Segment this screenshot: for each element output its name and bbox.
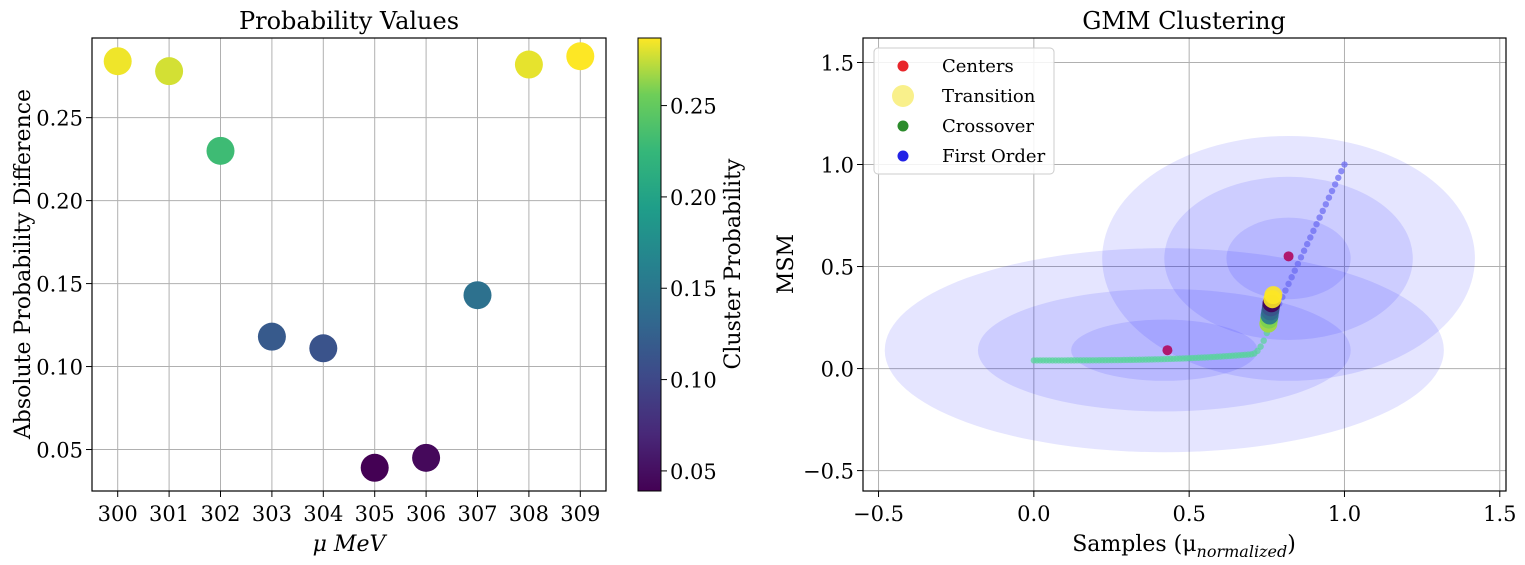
first-order-point <box>1285 280 1292 288</box>
left-ytick-label: 0.20 <box>36 190 83 214</box>
legend-marker <box>897 120 909 132</box>
left-ytick-label: 0.05 <box>36 439 83 463</box>
probability-chart: Probability Values 300 301 302 303 304 305 306… <box>11 7 607 557</box>
left-xtick-label: 304 <box>303 502 343 526</box>
legend-label: Centers <box>942 56 1014 77</box>
legend-marker <box>897 150 909 162</box>
left-xtick-label: 303 <box>252 502 292 526</box>
left-grid <box>92 38 606 491</box>
data-point <box>412 443 441 472</box>
first-order-point <box>1335 174 1342 181</box>
data-point <box>463 281 492 310</box>
colorbar-gradient <box>637 37 662 492</box>
data-point <box>360 453 389 482</box>
data-point <box>309 334 338 363</box>
legend-label: First Order <box>942 146 1046 167</box>
first-order-point <box>1300 247 1308 254</box>
colorbar-ticks: 0.05 0.10 0.15 0.20 0.25 <box>661 95 717 484</box>
left-plot-frame <box>91 37 607 492</box>
right-ytick-label: −0.5 <box>803 460 854 484</box>
left-points <box>103 42 595 482</box>
right-xtick-label: −0.5 <box>853 502 904 526</box>
left-y-axis-label: Absolute Probability Difference <box>11 89 36 440</box>
left-ytick-label: 0.25 <box>36 107 83 131</box>
left-x-axis-label: μ MeV <box>313 532 388 557</box>
first-order-point <box>1341 161 1348 168</box>
data-point <box>257 322 286 351</box>
cluster-center <box>1162 345 1173 356</box>
data-point <box>206 136 235 165</box>
legend-label: Transition <box>942 86 1036 107</box>
gmm-points <box>1030 161 1348 364</box>
first-order-point <box>1303 240 1311 248</box>
left-xtick-label: 301 <box>149 502 189 526</box>
colorbar-tick-label: 0.20 <box>670 186 717 210</box>
first-order-point <box>1291 267 1298 274</box>
first-order-point <box>1297 254 1305 261</box>
colorbar-tick-label: 0.15 <box>670 277 717 301</box>
legend-box <box>873 47 1055 175</box>
right-xtick-label: 0.0 <box>1017 502 1050 526</box>
data-point <box>514 50 543 79</box>
legend-label: Crossover <box>942 116 1034 137</box>
right-x-axis-subscript: normalized <box>1197 542 1288 561</box>
left-xtick-label: 307 <box>457 502 497 526</box>
right-xtick-label: 0.5 <box>1172 502 1205 526</box>
colorbar: 0.05 0.10 0.15 0.20 0.25 Cluster Probability <box>637 37 746 492</box>
legend-marker <box>892 85 914 107</box>
transition-point <box>1264 286 1283 305</box>
colorbar-label: Cluster Probability <box>721 158 746 369</box>
cluster-center <box>1283 251 1294 262</box>
right-plot-frame <box>862 37 1507 492</box>
data-point <box>566 42 595 71</box>
right-ytick-label: 0.5 <box>821 256 854 280</box>
gmm-ellipses <box>884 135 1475 453</box>
first-order-point <box>1313 220 1320 228</box>
legend-marker <box>897 60 909 72</box>
right-x-axis-label: Samples (μnormalized) <box>1072 532 1296 561</box>
left-ytick-label: 0.10 <box>36 356 83 380</box>
left-xtick-label: 302 <box>200 502 240 526</box>
right-y-axis-label: MSM <box>774 234 799 294</box>
first-order-point <box>1310 227 1317 235</box>
left-ticks: 300 301 302 303 304 305 306 307 308 309 0.05 0.10 0.… <box>36 107 600 526</box>
left-xtick-label: 300 <box>98 502 138 526</box>
left-chart-title: Probability Values <box>239 7 459 35</box>
gmm-chart: GMM Clustering −0.5 0.0 0.5 1.0 1.5 −0.5 0.0 0.… <box>774 7 1516 561</box>
colorbar-tick-label: 0.10 <box>670 369 717 393</box>
first-order-point <box>1288 274 1295 281</box>
right-ytick-label: 0.0 <box>821 358 854 382</box>
colorbar-tick-label: 0.05 <box>670 460 717 484</box>
colorbar-tick-label: 0.25 <box>670 95 717 119</box>
data-point <box>103 47 132 76</box>
right-ticks: −0.5 0.0 0.5 1.0 1.5 −0.5 0.0 0.5 1.0 1.5 <box>803 51 1516 526</box>
first-order-point <box>1331 181 1339 188</box>
first-order-point <box>1294 260 1302 268</box>
right-chart-title: GMM Clustering <box>1082 7 1286 35</box>
right-xtick-label: 1.0 <box>1328 502 1361 526</box>
first-order-point <box>1319 207 1326 215</box>
left-xtick-label: 309 <box>560 502 600 526</box>
left-xtick-label: 305 <box>355 502 395 526</box>
data-point <box>155 57 184 86</box>
first-order-point <box>1322 201 1330 208</box>
first-order-point <box>1282 287 1289 294</box>
left-xtick-label: 306 <box>406 502 446 526</box>
right-ytick-label: 1.5 <box>821 51 854 75</box>
first-order-point <box>1325 194 1333 201</box>
first-order-point <box>1316 214 1323 221</box>
crossover-point <box>1257 343 1264 350</box>
gmm-legend: Centers Transition Crossover First Order <box>873 47 1055 175</box>
first-order-point <box>1328 187 1336 195</box>
left-ytick-label: 0.15 <box>36 273 83 297</box>
right-ytick-label: 1.0 <box>821 154 854 178</box>
crossover-point <box>1260 337 1267 344</box>
left-xtick-label: 308 <box>509 502 549 526</box>
right-xtick-label: 1.5 <box>1483 502 1516 526</box>
first-order-point <box>1307 234 1314 241</box>
first-order-point <box>1338 167 1345 175</box>
